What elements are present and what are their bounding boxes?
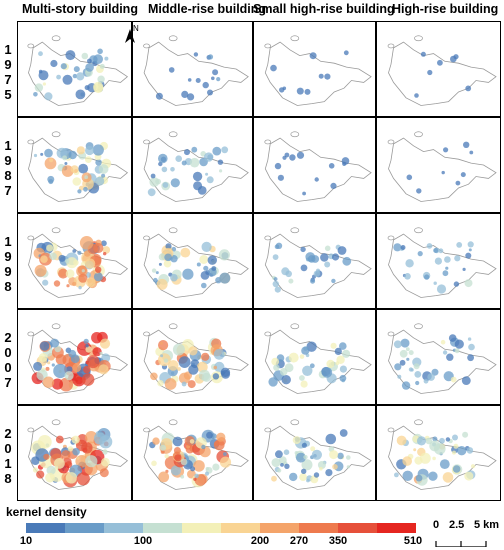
density-blobs <box>147 146 229 197</box>
legend-swatch <box>338 523 378 533</box>
map-panel <box>253 213 376 309</box>
column-header-high-rise: High-rise building <box>392 2 499 16</box>
map-panel <box>132 309 253 405</box>
column-header-multi-story: Multi-story building <box>22 2 138 16</box>
column-header-small-high-rise: Small high-rise building <box>253 2 395 16</box>
map-panel <box>17 213 132 309</box>
map-panel <box>253 21 376 117</box>
map-panel <box>253 117 376 213</box>
scale-label-5km: 5 km <box>474 519 500 531</box>
density-blobs <box>33 236 111 290</box>
legend-swatch <box>299 523 339 533</box>
density-blobs <box>393 334 475 390</box>
map-panel <box>376 405 501 501</box>
density-blobs <box>33 48 109 101</box>
legend-title: kernel density <box>6 505 87 519</box>
density-blobs <box>149 429 232 488</box>
north-arrow-icon: N <box>125 24 139 43</box>
map-panel <box>132 405 253 501</box>
map-panel <box>132 117 253 213</box>
legend-label-270: 270 <box>289 535 309 547</box>
density-blobs <box>31 428 113 488</box>
legend-color-bar <box>26 523 416 533</box>
legend-label-350: 350 <box>328 535 348 547</box>
map-panel <box>253 405 376 501</box>
map-panel <box>253 309 376 405</box>
density-blobs <box>33 141 112 194</box>
legend-swatch <box>182 523 222 533</box>
legend-swatch <box>26 523 66 533</box>
map-panel <box>17 117 132 213</box>
legend-swatch <box>65 523 105 533</box>
scale-label-0: 0 <box>433 519 440 531</box>
scale-bar <box>435 541 487 547</box>
density-blobs <box>155 52 221 101</box>
map-panel <box>132 213 253 309</box>
scale-label-2-5: 2.5 <box>449 519 465 531</box>
density-blobs <box>271 242 352 293</box>
legend-swatch <box>221 523 261 533</box>
density-blobs <box>150 337 231 390</box>
density-blobs <box>414 51 472 98</box>
density-blobs <box>393 241 474 294</box>
legend-label-510: 510 <box>403 535 423 547</box>
density-blobs <box>31 331 111 392</box>
density-blobs <box>270 50 349 95</box>
legend-label-100: 100 <box>133 535 153 547</box>
map-panel <box>132 21 253 117</box>
map-panel <box>17 309 132 405</box>
map-panel <box>376 309 501 405</box>
map-panel <box>376 21 501 117</box>
map-panel <box>376 117 501 213</box>
density-blobs <box>268 341 351 388</box>
density-blobs <box>271 429 351 484</box>
map-panel <box>17 21 132 117</box>
legend-swatch <box>377 523 416 533</box>
svg-text:N: N <box>133 24 139 33</box>
map-panel <box>17 405 132 501</box>
map-grid: N <box>17 21 501 501</box>
legend-swatch <box>260 523 300 533</box>
density-blobs <box>151 241 231 290</box>
column-header-middle-rise: Middle-rise building <box>148 2 267 16</box>
legend-swatch <box>104 523 144 533</box>
legend-swatch <box>143 523 183 533</box>
legend-label-200: 200 <box>250 535 270 547</box>
density-blobs <box>406 141 474 194</box>
density-blobs <box>274 151 350 196</box>
legend-label-10: 10 <box>19 535 33 547</box>
map-panel <box>376 213 501 309</box>
density-blobs <box>394 431 476 486</box>
